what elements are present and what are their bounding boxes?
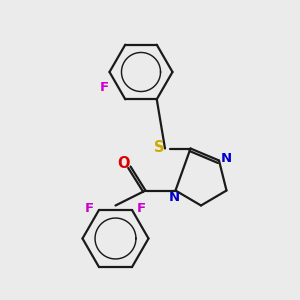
Text: F: F — [85, 202, 94, 215]
Text: F: F — [100, 81, 109, 94]
Text: F: F — [137, 202, 146, 215]
Text: N: N — [221, 152, 232, 165]
Text: N: N — [168, 190, 180, 204]
Text: O: O — [118, 156, 130, 171]
Text: S: S — [154, 140, 165, 155]
